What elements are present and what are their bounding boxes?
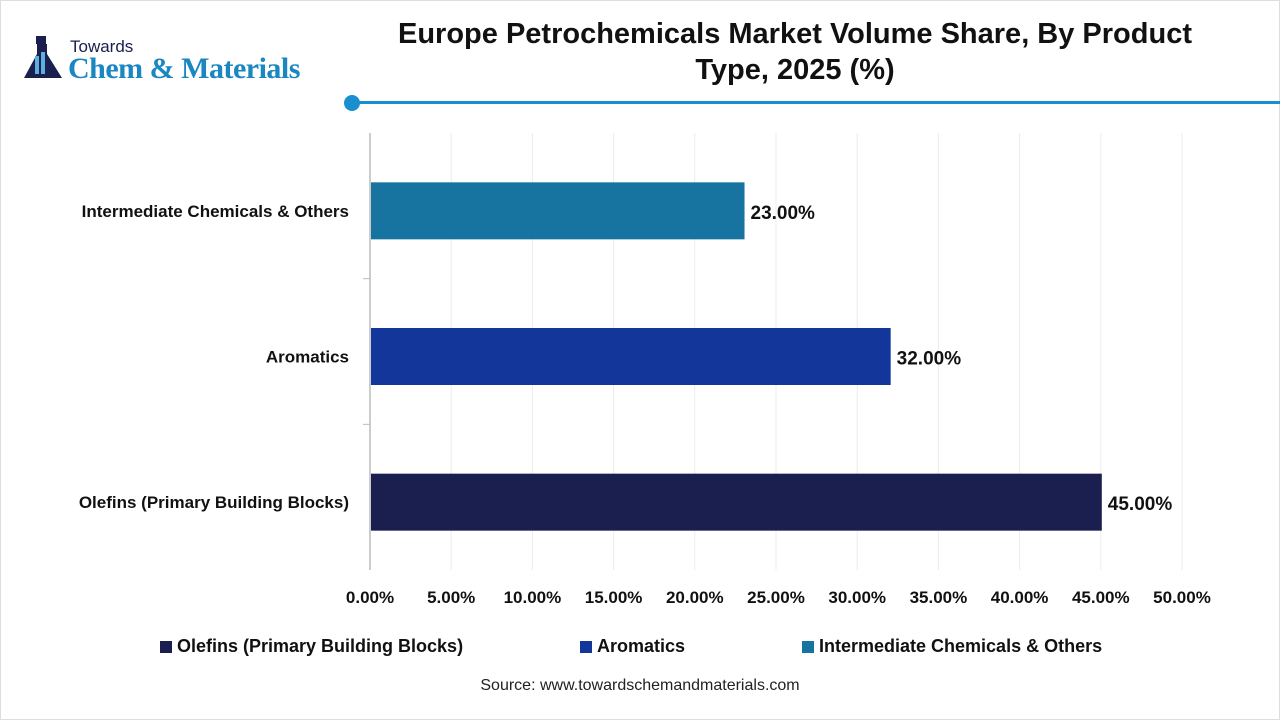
category-label: Olefins (Primary Building Blocks) [79, 493, 349, 512]
data-label: 23.00% [751, 203, 816, 224]
legend-item-aromatics: Aromatics [580, 636, 685, 657]
bar [371, 328, 891, 385]
title-underline [352, 101, 1280, 104]
logo-towards: Towards [70, 37, 134, 56]
legend-swatch [802, 640, 814, 653]
x-tick-label: 50.00% [1153, 588, 1211, 607]
legend-item-intermediate: Intermediate Chemicals & Others [802, 636, 1102, 657]
logo [22, 34, 342, 86]
title-dot [344, 95, 360, 111]
x-tick-label: 20.00% [666, 588, 724, 607]
x-tick-label: 0.00% [346, 588, 394, 607]
source-note: Source: www.towardschemandmaterials.com [480, 677, 800, 694]
data-label: 32.00% [897, 349, 962, 370]
x-tick-label: 35.00% [910, 588, 968, 607]
x-tick-label: 25.00% [747, 588, 805, 607]
logo-brand: Chem & Materials [68, 52, 300, 85]
x-tick-label: 10.00% [504, 588, 562, 607]
x-tick-label: 15.00% [585, 588, 643, 607]
bar [371, 473, 1102, 531]
chart-title: Europe Petrochemicals Market Volume Shar… [398, 18, 1192, 86]
legend-label: Aromatics [597, 636, 686, 656]
legend-label: Intermediate Chemicals & Others [819, 636, 1103, 656]
category-label: Aromatics [266, 348, 349, 367]
category-label: Intermediate Chemicals & Others [82, 202, 349, 221]
bar [371, 182, 745, 240]
x-tick-label: 45.00% [1072, 588, 1130, 607]
legend-label: Olefins (Primary Building Blocks) [177, 636, 464, 656]
x-tick-label: 5.00% [427, 588, 475, 607]
data-label: 45.00% [1108, 494, 1173, 515]
x-tick-label: 30.00% [828, 588, 886, 607]
legend-item-olefins: Olefins (Primary Building Blocks) [160, 636, 463, 657]
flask-icon [24, 36, 62, 78]
legend-swatch [160, 640, 172, 653]
x-tick-label: 40.00% [991, 588, 1049, 607]
legend-swatch [580, 640, 592, 653]
